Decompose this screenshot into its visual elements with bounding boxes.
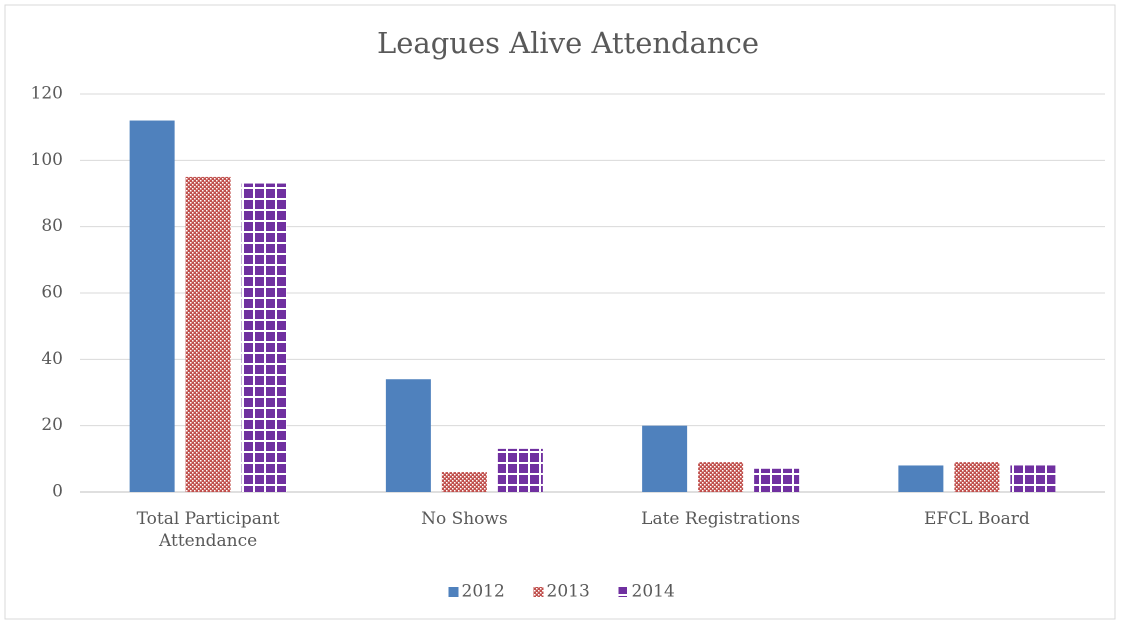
bar [185, 176, 231, 492]
bar [129, 120, 175, 493]
legend-marker [533, 587, 544, 597]
chart-border [4, 4, 1116, 620]
y-tick-label: 0 [52, 482, 63, 502]
bar [698, 462, 744, 492]
chart-title: Leagues Alive Attendance [377, 26, 759, 60]
x-tick-label: No Shows [421, 509, 508, 529]
legend-label: 2013 [547, 582, 590, 602]
legend-marker [448, 587, 459, 597]
x-tick-label: Total Participant Attendance [136, 509, 280, 551]
bar [497, 448, 543, 492]
bar [898, 465, 944, 492]
bar [954, 462, 1000, 492]
bar [642, 425, 688, 492]
y-tick-label: 80 [41, 216, 63, 236]
bar [1010, 465, 1056, 492]
bar [385, 379, 431, 492]
legend-marker [618, 587, 629, 597]
y-tick-label: 100 [31, 150, 63, 170]
bar [754, 468, 800, 492]
x-tick-label: EFCL Board [923, 509, 1030, 529]
bar [241, 183, 287, 493]
y-tick-label: 20 [41, 415, 63, 435]
bar [441, 472, 487, 492]
y-tick-label: 40 [41, 349, 63, 369]
legend-label: 2014 [632, 582, 675, 602]
x-tick-label: Late Registrations [641, 509, 801, 529]
y-tick-label: 60 [41, 283, 63, 303]
y-tick-label: 120 [31, 84, 63, 104]
legend-label: 2012 [462, 582, 505, 602]
